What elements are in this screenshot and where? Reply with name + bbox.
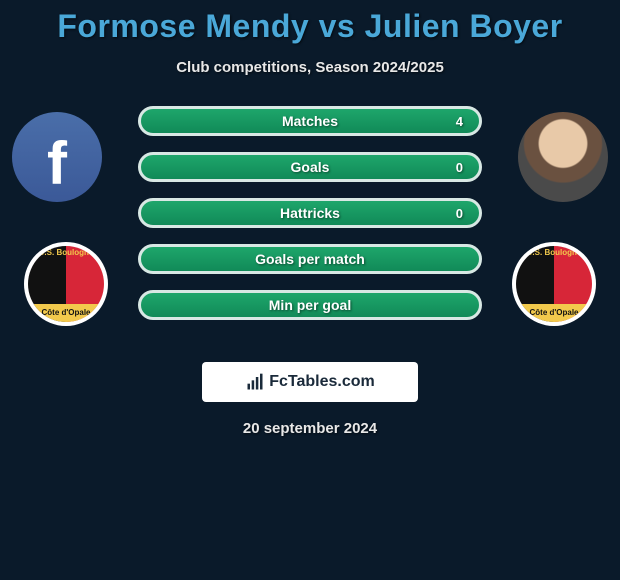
club-badge-band-text: Côte d'Opale [516, 304, 592, 322]
stat-value: 0 [456, 206, 463, 221]
stat-row: Goals 0 [138, 152, 482, 182]
stat-row: Min per goal [138, 290, 482, 320]
player-left-avatar: f [12, 112, 102, 202]
stat-row: Hattricks 0 [138, 198, 482, 228]
stat-label: Hattricks [141, 205, 479, 221]
page-title: Formose Mendy vs Julien Boyer [0, 0, 620, 45]
comparison-panel: f U.S. Boulogne Côte d'Opale U.S. Boulog… [0, 106, 620, 346]
stat-row: Goals per match [138, 244, 482, 274]
stat-label: Min per goal [141, 297, 479, 313]
footer-date: 20 september 2024 [0, 420, 620, 437]
club-badge-top-text: U.S. Boulogne [516, 248, 592, 257]
footer-logo: FcTables.com [202, 362, 418, 402]
chart-icon [245, 372, 265, 392]
footer-logo-text: FcTables.com [269, 373, 375, 391]
player-right-avatar [518, 112, 608, 202]
page-subtitle: Club competitions, Season 2024/2025 [0, 59, 620, 76]
club-badge-band-text: Côte d'Opale [28, 304, 104, 322]
stat-row: Matches 4 [138, 106, 482, 136]
facebook-icon: f [12, 112, 102, 202]
player-right-club-badge: U.S. Boulogne Côte d'Opale [512, 242, 596, 326]
face-icon [518, 112, 608, 202]
player-left-club-badge: U.S. Boulogne Côte d'Opale [24, 242, 108, 326]
stat-label: Goals per match [141, 251, 479, 267]
stat-label: Goals [141, 159, 479, 175]
stat-value: 0 [456, 160, 463, 175]
club-badge-top-text: U.S. Boulogne [28, 248, 104, 257]
stats-bars: Matches 4 Goals 0 Hattricks 0 Goals per … [138, 106, 482, 336]
stat-value: 4 [456, 114, 463, 129]
stat-label: Matches [141, 113, 479, 129]
